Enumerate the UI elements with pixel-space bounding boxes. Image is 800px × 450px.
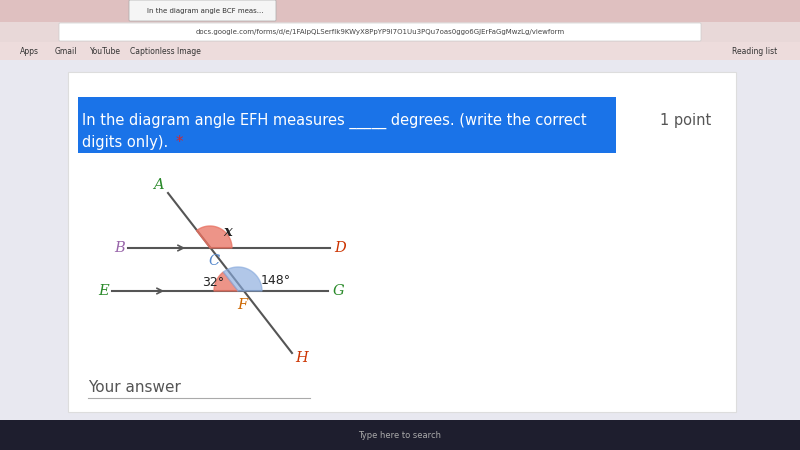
Bar [0, 42, 800, 60]
Text: Captionless Image: Captionless Image [130, 46, 201, 55]
Text: B: B [114, 241, 126, 255]
Text: docs.google.com/forms/d/e/1FAlpQLSerflk9KWyX8PpYP9l7O1Uu3PQu7oas0ggo6GJErFaGgMwz: docs.google.com/forms/d/e/1FAlpQLSerflk9… [195, 29, 565, 35]
Polygon shape [214, 272, 238, 291]
Text: Gmail: Gmail [55, 46, 78, 55]
FancyBboxPatch shape [59, 23, 701, 41]
Bar [0, 0, 800, 22]
Text: D: D [334, 241, 346, 255]
Text: digits only).: digits only). [82, 135, 168, 150]
Text: x: x [224, 225, 232, 239]
FancyBboxPatch shape [129, 0, 276, 21]
Text: *: * [176, 135, 183, 150]
Text: Reading list: Reading list [732, 46, 778, 55]
Text: A: A [153, 178, 163, 192]
Bar [0, 420, 800, 450]
Text: 148°: 148° [261, 274, 291, 288]
Bar [78, 97, 616, 153]
FancyBboxPatch shape [68, 72, 736, 412]
Text: Type here to search: Type here to search [358, 431, 442, 440]
Text: F: F [237, 298, 247, 312]
Text: 32°: 32° [202, 276, 224, 289]
Text: C: C [208, 254, 220, 268]
Bar [0, 22, 800, 42]
Text: Your answer: Your answer [88, 381, 181, 396]
Text: 1 point: 1 point [660, 113, 711, 129]
Bar [0, 60, 800, 450]
Text: E: E [98, 284, 110, 298]
Text: G: G [332, 284, 344, 298]
Text: H: H [296, 351, 308, 365]
Text: In the diagram angle BCF meas...: In the diagram angle BCF meas... [146, 8, 263, 14]
Text: Apps: Apps [20, 46, 39, 55]
Polygon shape [197, 226, 232, 248]
Text: YouTube: YouTube [90, 46, 121, 55]
Text: In the diagram angle EFH measures _____ degrees. (write the correct: In the diagram angle EFH measures _____ … [82, 113, 586, 129]
Polygon shape [223, 267, 262, 291]
